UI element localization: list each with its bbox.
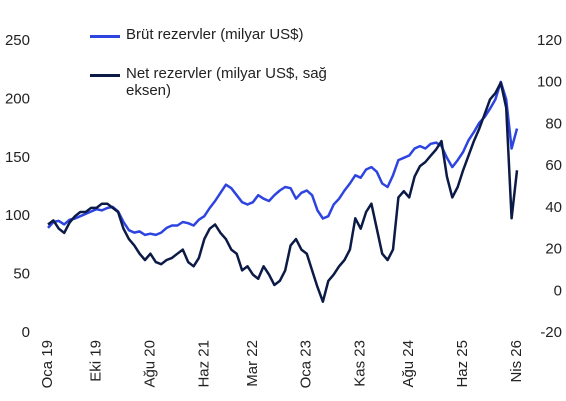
legend: Brüt rezervler (milyar US$) Net rezervler… [90,26,330,121]
x-tick-label: Haz 21 [195,340,212,388]
x-tick-label: Nis 26 [508,340,525,383]
y-tick-label: 0 [22,324,30,341]
legend-label: Brüt rezervler (milyar US$) [126,26,304,43]
y-tick-label: 50 [13,266,30,283]
x-tick-label: Kas 23 [352,340,369,387]
legend-swatch [90,74,120,77]
x-tick-label: Oca 23 [298,340,315,388]
y-tick-label: 150 [5,149,30,166]
x-tick-label: Eki 19 [87,340,104,382]
x-tick-label: Oca 19 [39,340,56,388]
x-tick-label: Haz 25 [454,340,471,388]
y-tick-label: 100 [5,207,30,224]
y2-tick-label: 0 [554,282,562,299]
y2-tick-label: 120 [537,32,562,49]
y2-tick-label: 100 [537,74,562,91]
y2-tick-label: -20 [540,324,562,341]
legend-swatch [90,35,120,38]
legend-item: Net rezervler (milyar US$, sağ eksen) [90,65,330,99]
y2-tick-label: 20 [545,241,562,258]
y-tick-label: 250 [5,32,30,49]
y-tick-label: 200 [5,90,30,107]
y2-tick-label: 80 [545,115,562,132]
legend-item: Brüt rezervler (milyar US$) [90,26,330,43]
legend-label: Net rezervler (milyar US$, sağ eksen) [126,65,327,99]
series-line [47,81,519,303]
y2-tick-label: 40 [545,199,562,216]
x-tick-label: Mar 22 [244,340,261,387]
y2-tick-label: 60 [545,157,562,174]
x-tick-label: Ağu 20 [141,340,158,388]
x-tick-label: Ağu 24 [400,340,417,388]
